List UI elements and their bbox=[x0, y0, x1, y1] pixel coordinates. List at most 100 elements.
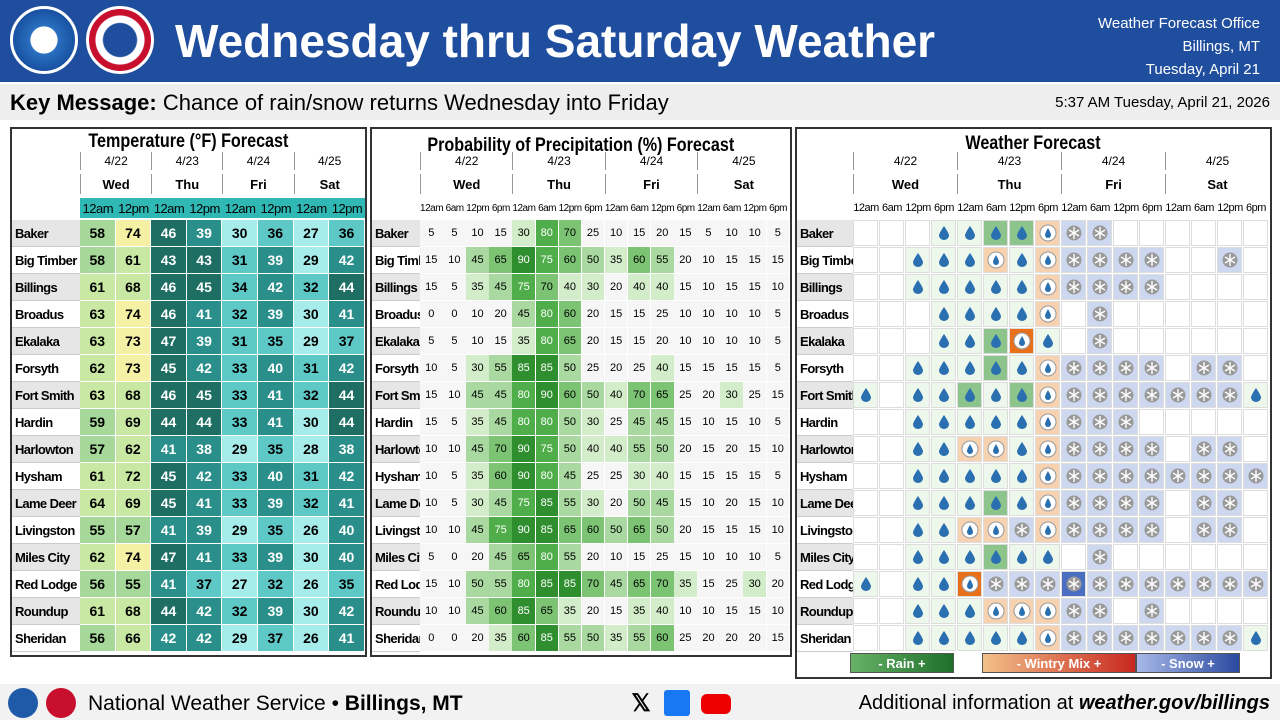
temperature-cell: 33 bbox=[222, 463, 257, 489]
temperature-cell: 44 bbox=[329, 382, 364, 408]
time-label: 6pm bbox=[934, 202, 954, 214]
time-label: 12am bbox=[293, 198, 330, 218]
weather-cell bbox=[905, 328, 930, 354]
facebook-icon[interactable] bbox=[664, 690, 690, 716]
time-label: 12am bbox=[604, 202, 629, 214]
precip-cell: 10 bbox=[720, 301, 743, 327]
precip-cell: 30 bbox=[581, 274, 605, 300]
precip-cell: 5 bbox=[443, 409, 466, 435]
temperature-cell: 39 bbox=[258, 301, 293, 327]
office: Billings, MT bbox=[344, 692, 463, 715]
weather-cell bbox=[879, 598, 904, 624]
weather-cell bbox=[853, 274, 878, 300]
precip-cell: 25 bbox=[627, 355, 651, 381]
precip-cell: 15 bbox=[420, 247, 443, 273]
temperature-cell: 61 bbox=[80, 598, 115, 624]
weather-cell bbox=[1165, 355, 1190, 381]
weather-cell bbox=[1087, 355, 1112, 381]
precip-cell: 65 bbox=[627, 571, 651, 597]
weather-cell bbox=[1087, 598, 1112, 624]
precip-cell: 40 bbox=[604, 382, 628, 408]
weather-cell bbox=[1061, 355, 1086, 381]
precip-cell: 25 bbox=[651, 301, 674, 327]
weather-cell bbox=[983, 625, 1008, 651]
weather-cell bbox=[1243, 544, 1268, 570]
weather-cell bbox=[853, 409, 878, 435]
town-name: Billings bbox=[372, 274, 420, 301]
precip-cell: 30 bbox=[512, 220, 535, 246]
weather-cell bbox=[1087, 571, 1112, 597]
time-label: 12pm bbox=[743, 202, 767, 214]
weather-cell bbox=[905, 274, 930, 300]
weather-cell bbox=[1061, 571, 1086, 597]
precip-cell: 60 bbox=[627, 247, 651, 273]
weather-cell bbox=[1113, 625, 1138, 651]
precip-cell: 70 bbox=[581, 571, 605, 597]
town-name: Roundup bbox=[797, 598, 853, 625]
weather-cell bbox=[957, 517, 982, 543]
temperature-cell: 57 bbox=[115, 517, 151, 543]
time-label: 12am bbox=[853, 202, 879, 214]
temperature-cell: 39 bbox=[258, 490, 293, 516]
day-name: Sat bbox=[1165, 174, 1269, 194]
town-name: Livingston bbox=[372, 517, 420, 544]
precip-cell: 5 bbox=[443, 490, 466, 516]
temperature-cell: 29 bbox=[293, 247, 329, 273]
weather-cell bbox=[879, 247, 904, 273]
footer-logo bbox=[8, 688, 38, 718]
temperature-cell: 39 bbox=[186, 328, 222, 354]
precip-cell: 10 bbox=[766, 436, 790, 462]
precip-cell: 10 bbox=[466, 301, 489, 327]
legend-item: - Wintry Mix + bbox=[982, 653, 1136, 673]
precip-cell: 5 bbox=[766, 463, 790, 489]
weather-cell bbox=[957, 571, 982, 597]
day-name: Thu bbox=[151, 174, 222, 194]
weather-cell bbox=[931, 517, 956, 543]
temperature-cell: 30 bbox=[293, 301, 329, 327]
weather-cell bbox=[1035, 517, 1060, 543]
precip-cell: 10 bbox=[697, 490, 720, 516]
weather-cell bbox=[983, 382, 1008, 408]
precip-cell: 10 bbox=[697, 328, 720, 354]
weather-cell bbox=[1139, 301, 1164, 327]
precip-cell: 10 bbox=[720, 220, 743, 246]
weather-cell bbox=[1009, 274, 1034, 300]
precip-cell: 10 bbox=[697, 598, 720, 624]
weather-cell bbox=[1217, 463, 1242, 489]
temperature-cell: 43 bbox=[186, 247, 222, 273]
town-name: Hardin bbox=[372, 409, 420, 436]
weather-cell bbox=[879, 301, 904, 327]
weather-cell bbox=[879, 409, 904, 435]
precip-cell: 10 bbox=[697, 409, 720, 435]
x-icon[interactable]: 𝕏 bbox=[631, 689, 651, 717]
precip-cell: 10 bbox=[674, 301, 697, 327]
weather-cell bbox=[931, 598, 956, 624]
weather-cell bbox=[1165, 382, 1190, 408]
precip-cell: 80 bbox=[535, 409, 559, 435]
youtube-icon[interactable] bbox=[701, 694, 731, 714]
url[interactable]: weather.gov/billings bbox=[1078, 692, 1270, 714]
precip-cell: 20 bbox=[651, 328, 674, 354]
precip-cell: 10 bbox=[674, 328, 697, 354]
temperature-cell: 30 bbox=[293, 598, 329, 624]
precip-cell: 15 bbox=[766, 247, 790, 273]
temperature-cell: 37 bbox=[186, 571, 222, 597]
weather-cell bbox=[1087, 517, 1112, 543]
temperature-cell: 30 bbox=[293, 409, 329, 435]
separator: • bbox=[331, 692, 339, 715]
weather-cell bbox=[1217, 409, 1242, 435]
town-name: Forsyth bbox=[797, 355, 853, 382]
day-date: 4/25 bbox=[293, 152, 365, 170]
weather-cell bbox=[1217, 625, 1242, 651]
precip-cell: 70 bbox=[489, 436, 512, 462]
precip-cell: 20 bbox=[489, 301, 512, 327]
precip-cell: 55 bbox=[651, 247, 674, 273]
weather-cell bbox=[1087, 220, 1112, 246]
temperature-cell: 34 bbox=[222, 274, 257, 300]
weather-cell bbox=[1035, 301, 1060, 327]
weather-cell bbox=[1217, 517, 1242, 543]
weather-cell bbox=[1113, 247, 1138, 273]
town-name: Ekalaka bbox=[372, 328, 420, 355]
weather-cell bbox=[1191, 382, 1216, 408]
temperature-cell: 68 bbox=[115, 274, 151, 300]
